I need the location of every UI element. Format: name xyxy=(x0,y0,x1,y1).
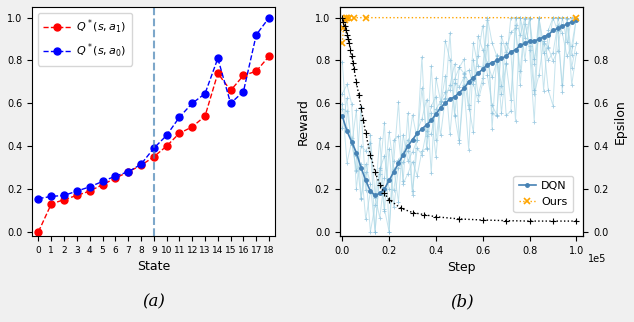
Text: (a): (a) xyxy=(142,293,165,310)
$Q^*(s, a_0)$ xyxy=(240,90,247,93)
Legend: DQN, Ours: DQN, Ours xyxy=(514,175,573,212)
Legend: $Q^*(s, a_1)$, $Q^*(s, a_0)$: $Q^*(s, a_1)$, $Q^*(s, a_0)$ xyxy=(37,13,132,66)
Ours xyxy=(341,18,349,22)
$Q^*(s, a_0)$ xyxy=(48,194,55,198)
Line: DQN: DQN xyxy=(339,16,580,199)
$Q^*(s, a_0)$ xyxy=(265,16,273,20)
Ours xyxy=(362,16,370,20)
$Q^*(s, a_1)$ xyxy=(265,54,273,58)
$Q^*(s, a_0)$ xyxy=(60,194,68,197)
DQN xyxy=(568,20,576,24)
$Q^*(s, a_1)$ xyxy=(240,73,247,77)
$Q^*(s, a_1)$ xyxy=(227,89,235,92)
DQN xyxy=(372,194,379,197)
$Q^*(s, a_1)$ xyxy=(60,198,68,202)
$Q^*(s, a_0)$ xyxy=(124,170,132,174)
$Q^*(s, a_0)$ xyxy=(112,174,119,178)
$Q^*(s, a_0)$ xyxy=(86,185,93,189)
Ours xyxy=(340,26,347,30)
DQN xyxy=(395,161,403,165)
$Q^*(s, a_1)$ xyxy=(163,144,171,148)
Ours xyxy=(350,16,358,20)
$Q^*(s, a_0)$ xyxy=(252,33,260,37)
$Q^*(s, a_1)$ xyxy=(214,71,222,75)
$Q^*(s, a_1)$ xyxy=(252,69,260,73)
$Q^*(s, a_1)$ xyxy=(112,176,119,180)
Line: Ours: Ours xyxy=(340,15,579,46)
Line: $Q^*(s, a_0)$: $Q^*(s, a_0)$ xyxy=(35,14,273,202)
Text: 1e5: 1e5 xyxy=(588,254,607,264)
Ours xyxy=(343,16,351,20)
DQN xyxy=(339,114,346,118)
Ours xyxy=(573,16,580,20)
$Q^*(s, a_1)$ xyxy=(124,170,132,174)
$Q^*(s, a_1)$ xyxy=(188,125,196,129)
$Q^*(s, a_0)$ xyxy=(150,146,158,150)
Ours xyxy=(346,16,353,20)
$Q^*(s, a_0)$ xyxy=(99,180,107,184)
$Q^*(s, a_0)$ xyxy=(214,56,222,60)
$Q^*(s, a_0)$ xyxy=(201,92,209,96)
$Q^*(s, a_0)$ xyxy=(227,101,235,105)
Text: (b): (b) xyxy=(450,293,474,310)
DQN xyxy=(512,48,519,52)
Ours xyxy=(339,42,346,45)
Y-axis label: Reward: Reward xyxy=(296,98,309,145)
Y-axis label: Epsilon: Epsilon xyxy=(614,99,627,144)
DQN xyxy=(573,18,580,22)
DQN xyxy=(413,131,421,135)
$Q^*(s, a_1)$ xyxy=(176,131,183,135)
$Q^*(s, a_0)$ xyxy=(73,189,81,193)
$Q^*(s, a_0)$ xyxy=(137,162,145,166)
X-axis label: Step: Step xyxy=(448,261,476,274)
$Q^*(s, a_1)$ xyxy=(137,164,145,167)
$Q^*(s, a_0)$ xyxy=(163,134,171,137)
DQN xyxy=(418,127,425,131)
$Q^*(s, a_1)$ xyxy=(150,155,158,159)
$Q^*(s, a_0)$ xyxy=(188,101,196,105)
$Q^*(s, a_0)$ xyxy=(176,115,183,119)
$Q^*(s, a_1)$ xyxy=(86,189,93,193)
$Q^*(s, a_1)$ xyxy=(35,230,42,234)
$Q^*(s, a_0)$ xyxy=(35,197,42,201)
$Q^*(s, a_1)$ xyxy=(73,194,81,197)
X-axis label: State: State xyxy=(137,260,171,273)
Line: $Q^*(s, a_1)$: $Q^*(s, a_1)$ xyxy=(35,53,273,235)
Ours xyxy=(342,16,349,20)
DQN xyxy=(498,56,505,60)
$Q^*(s, a_1)$ xyxy=(201,114,209,118)
$Q^*(s, a_1)$ xyxy=(48,202,55,206)
$Q^*(s, a_1)$ xyxy=(99,183,107,187)
